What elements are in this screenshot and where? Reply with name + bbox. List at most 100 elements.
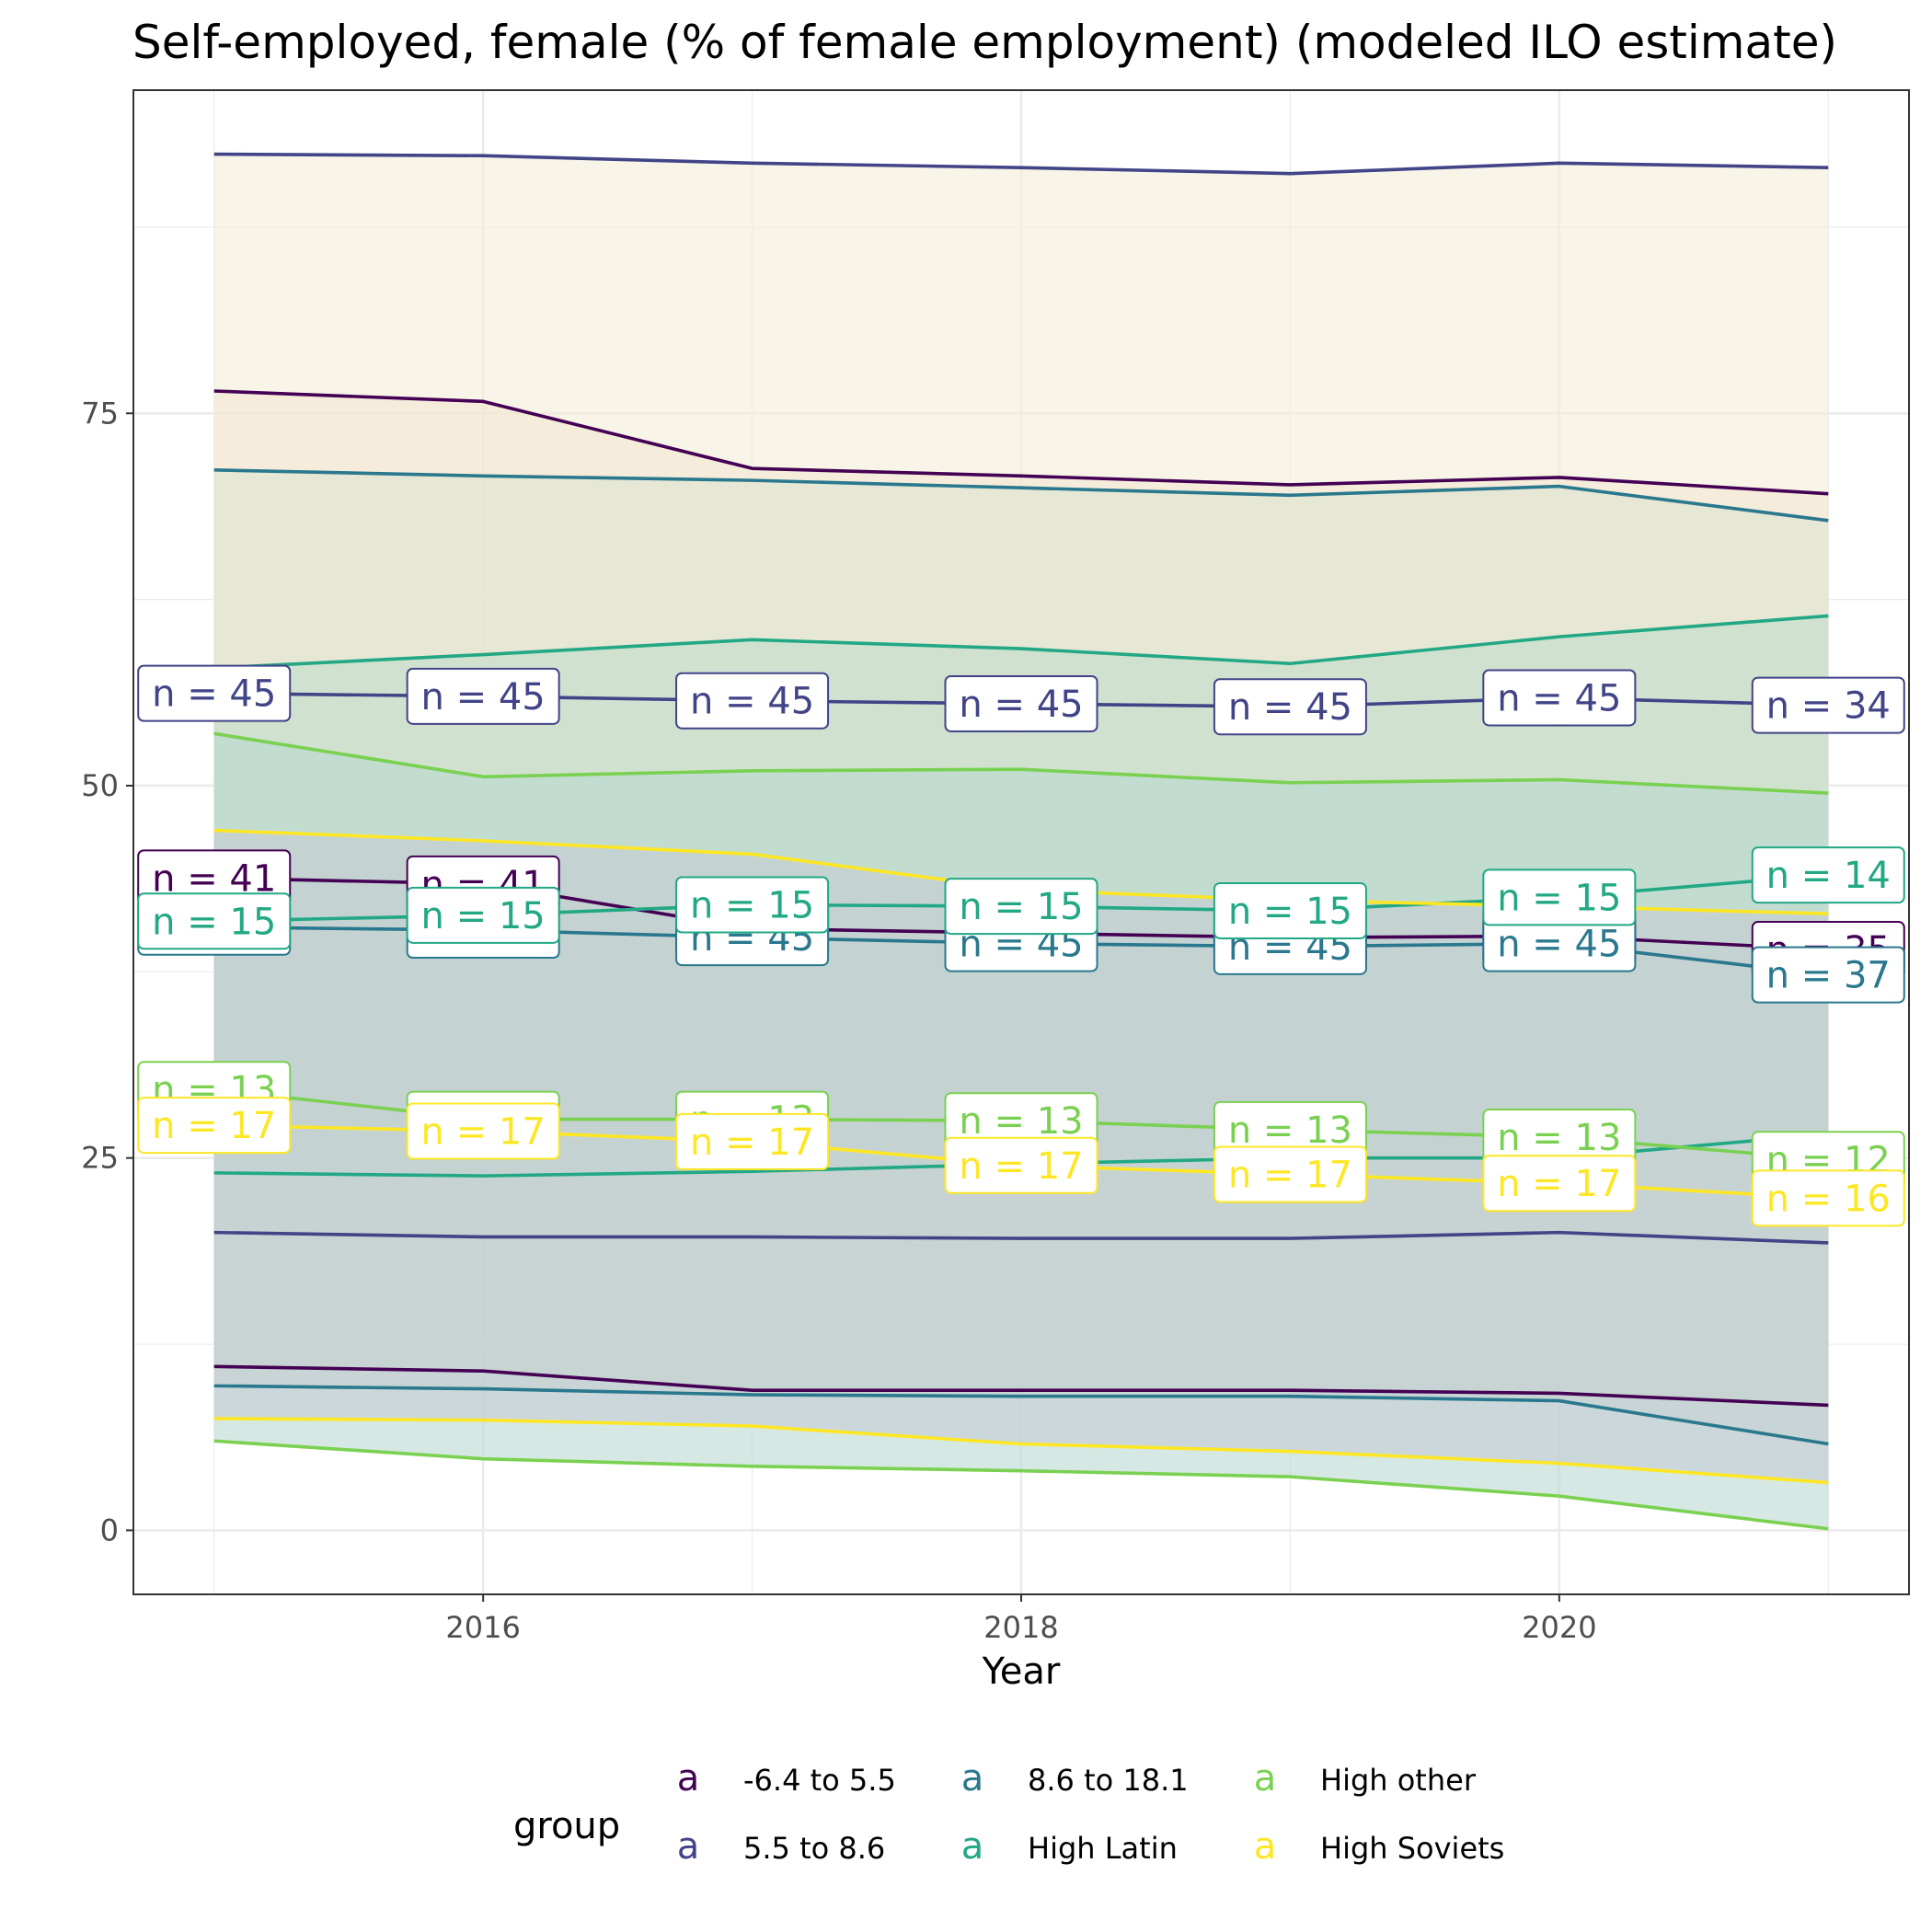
count-label: n = 14 <box>1751 846 1905 904</box>
count-label-text: n = 13 <box>1497 1117 1621 1159</box>
count-label: n = 17 <box>675 1112 830 1170</box>
legend-key: a <box>961 1757 984 1800</box>
count-label-box <box>1482 868 1637 926</box>
legend-entry: a High Latin <box>961 1825 1178 1868</box>
count-label-box <box>137 892 292 950</box>
count-label-box <box>137 664 292 722</box>
y-tick-label: 0 <box>100 1512 119 1547</box>
legend-key: a <box>1254 1757 1277 1800</box>
count-label-box <box>1751 1169 1905 1227</box>
legend-label: High Soviets <box>1320 1831 1504 1866</box>
legend: group a -6.4 to 5.5 a 5.5 to 8.6 a 8.6 to 18.… <box>513 1757 1504 1868</box>
legend-entry: a 5.5 to 8.6 <box>677 1825 886 1868</box>
count-label-box <box>675 1112 830 1170</box>
series-line-lower-8.6 to 18.1 <box>213 1384 1829 1446</box>
count-label-box <box>675 876 830 934</box>
count-label-text: n = 16 <box>1766 1178 1891 1220</box>
count-label: n = 15 <box>137 892 292 950</box>
count-label-box <box>1213 881 1367 939</box>
series-line-lower-5.5 to 8.6 <box>213 1230 1829 1245</box>
count-label: n = 45 <box>406 667 560 725</box>
count-label: n = 15 <box>944 878 1098 936</box>
count-label: n = 13 <box>944 1092 1098 1150</box>
count-label-text: n = 17 <box>690 1121 814 1164</box>
series-line-upper-5.5 to 8.6 <box>213 152 1829 176</box>
count-label-box <box>944 878 1098 936</box>
count-label: n = 16 <box>1751 1169 1905 1227</box>
count-label: n = 45 <box>675 672 830 730</box>
count-label-box <box>1482 669 1637 727</box>
count-label-box <box>944 674 1098 732</box>
count-label-box <box>406 1102 560 1160</box>
count-label: n = 45 <box>1213 678 1367 736</box>
y-tick-label: 50 <box>81 768 119 803</box>
count-label-text: n = 13 <box>959 1100 1083 1143</box>
chart-title: Self-employed, female (% of female emplo… <box>132 16 1837 69</box>
series-line-upper--6.4 to 5.5 <box>213 389 1829 496</box>
count-label-box <box>1751 676 1905 734</box>
count-label-text: n = 15 <box>959 886 1083 928</box>
count-label: n = 34 <box>1751 676 1905 734</box>
count-label-text: n = 14 <box>1766 855 1891 897</box>
legend-label: 5.5 to 8.6 <box>743 1831 885 1866</box>
count-label-text: n = 37 <box>1766 955 1891 997</box>
count-label-text: n = 45 <box>152 673 276 716</box>
count-label-text: n = 17 <box>959 1145 1083 1188</box>
count-label-text: n = 45 <box>1497 677 1621 719</box>
x-tick-label: 2016 <box>445 1610 520 1645</box>
axes: 2016 2018 2020 0 25 50 75 <box>81 396 1596 1645</box>
count-label-text: n = 45 <box>690 681 814 723</box>
count-label-box <box>406 667 560 725</box>
count-label-box <box>1751 946 1905 1004</box>
series-line-upper-8.6 to 18.1 <box>213 467 1829 523</box>
count-label-text: n = 17 <box>1228 1154 1352 1196</box>
x-tick-label: 2018 <box>983 1610 1058 1645</box>
count-label-box <box>1482 1155 1637 1213</box>
count-label: n = 37 <box>1751 946 1905 1004</box>
ribbons <box>213 154 1829 1529</box>
legend-key: a <box>677 1825 700 1868</box>
count-label-text: n = 13 <box>1228 1110 1352 1152</box>
legend-entry: a High Soviets <box>1254 1825 1505 1868</box>
count-label-text: n = 15 <box>421 895 546 937</box>
legend-entry: a -6.4 to 5.5 <box>677 1757 896 1800</box>
count-label: n = 45 <box>1482 669 1637 727</box>
count-label-text: n = 15 <box>1497 877 1621 919</box>
count-label-text: n = 17 <box>1497 1163 1621 1205</box>
count-label-text: n = 15 <box>152 901 276 943</box>
legend-label: 8.6 to 18.1 <box>1028 1763 1189 1798</box>
count-label: n = 45 <box>1482 914 1637 972</box>
count-label-box <box>406 886 560 944</box>
count-label-text: n = 45 <box>959 684 1083 726</box>
legend-label: High Latin <box>1028 1831 1178 1866</box>
count-label: n = 17 <box>1482 1155 1637 1213</box>
legend-title: group <box>513 1805 620 1847</box>
count-label-box <box>1213 678 1367 736</box>
count-label: n = 13 <box>1213 1100 1367 1158</box>
count-label-text: n = 15 <box>690 884 814 926</box>
count-label-box <box>1751 846 1905 904</box>
series-line-upper-High other <box>213 731 1829 795</box>
series-line-lower--6.4 to 5.5 <box>213 1364 1829 1408</box>
y-tick-label: 25 <box>81 1141 119 1176</box>
count-label-text: n = 34 <box>1766 685 1891 728</box>
count-label-box <box>137 1097 292 1155</box>
count-label: n = 15 <box>1213 881 1367 939</box>
series-line-lower-High Soviets <box>213 1417 1829 1485</box>
count-label: n = 15 <box>406 886 560 944</box>
x-tick-label: 2020 <box>1522 1610 1596 1645</box>
legend-entry: a 8.6 to 18.1 <box>961 1757 1189 1800</box>
count-label: n = 17 <box>406 1102 560 1160</box>
legend-entry: a High other <box>1254 1757 1477 1800</box>
count-label-text: n = 45 <box>1228 686 1352 729</box>
count-label: n = 45 <box>137 664 292 722</box>
count-label-text: n = 15 <box>1228 891 1352 933</box>
legend-key: a <box>677 1757 700 1800</box>
count-label: n = 15 <box>1482 868 1637 926</box>
count-label-text: n = 17 <box>421 1111 546 1154</box>
legend-label: High other <box>1320 1763 1477 1798</box>
count-label: n = 17 <box>137 1097 292 1155</box>
count-label-box <box>944 1136 1098 1194</box>
count-label: n = 17 <box>944 1136 1098 1194</box>
